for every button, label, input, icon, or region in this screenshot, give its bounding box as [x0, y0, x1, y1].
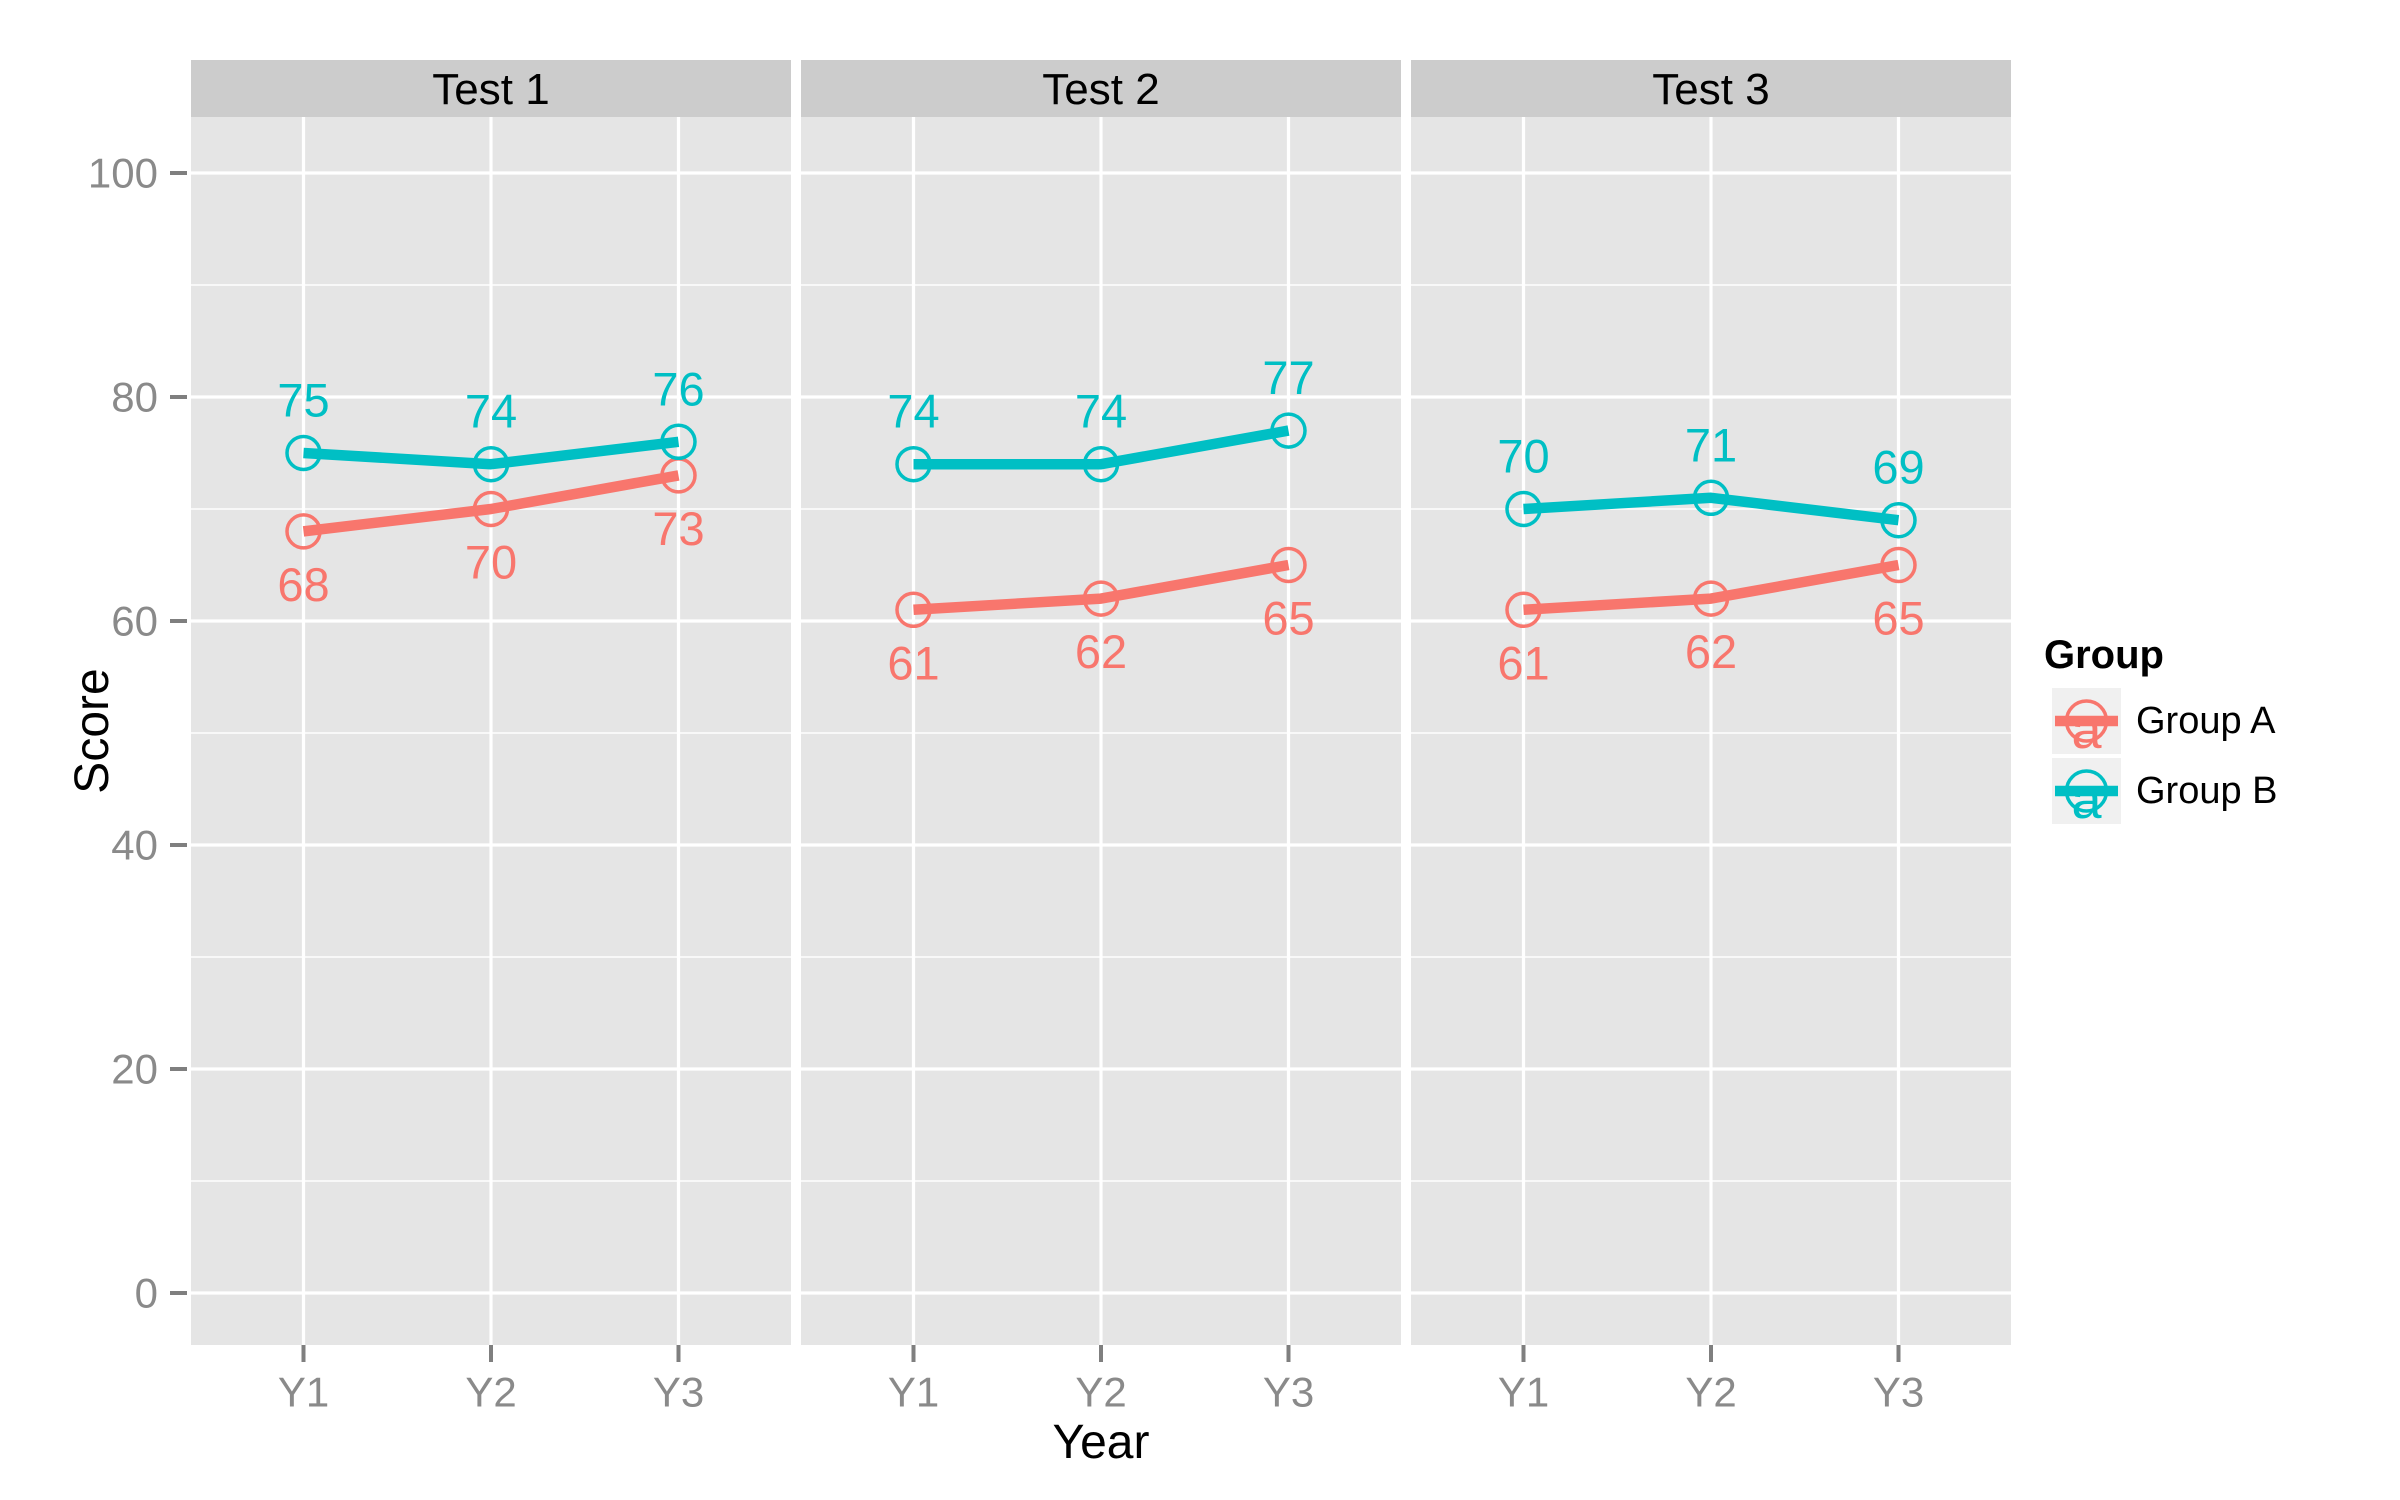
x-tick-label: Y2	[1075, 1369, 1126, 1416]
legend-key-circle	[2064, 699, 2109, 743]
data-point-label: 75	[277, 374, 329, 427]
x-tick-label: Y3	[653, 1369, 704, 1416]
legend-key-glyph: a	[2071, 700, 2102, 760]
x-axis-title: Year	[1053, 1416, 1150, 1469]
data-point-label: 65	[1872, 592, 1924, 645]
data-point-label: 70	[1497, 430, 1549, 483]
data-point-label: 62	[1685, 625, 1737, 678]
data-line	[913, 425, 1290, 470]
y-tick-label: 100	[88, 150, 158, 197]
data-point-label: 62	[1075, 625, 1127, 678]
facet-strip-label: Test 2	[1042, 65, 1159, 114]
y-tick-label: 0	[135, 1270, 158, 1317]
data-point-label: 76	[652, 362, 704, 415]
data-point-label: 61	[887, 636, 939, 689]
x-tick-label: Y2	[1685, 1369, 1736, 1416]
legend-entry-label: Group B	[2136, 770, 2278, 812]
x-tick-label: Y1	[888, 1369, 939, 1416]
data-point-label: 70	[465, 536, 517, 589]
x-tick-label: Y1	[278, 1369, 329, 1416]
data-point-label: 71	[1685, 418, 1737, 471]
legend-title: Group	[2044, 633, 2164, 677]
x-tick-label: Y3	[1263, 1369, 1314, 1416]
data-point-label: 73	[652, 502, 704, 555]
y-tick-label: 80	[111, 374, 158, 421]
facet-strip	[801, 60, 1401, 117]
y-axis-title: Score	[66, 668, 119, 793]
data-point-label: 74	[887, 385, 939, 438]
y-tick-label: 60	[111, 598, 158, 645]
data-point-label: 65	[1262, 592, 1314, 645]
facet-strip	[191, 60, 791, 117]
facet-strip-label: Test 1	[432, 65, 549, 114]
data-point-label: 74	[1075, 385, 1127, 438]
x-tick-label: Y2	[465, 1369, 516, 1416]
data-line	[303, 436, 680, 470]
data-line	[1523, 492, 1900, 526]
data-line	[302, 470, 680, 537]
data-line	[1523, 559, 1900, 616]
x-tick-label: Y3	[1873, 1369, 1924, 1416]
data-line	[913, 559, 1290, 616]
legend-key-circle	[2064, 769, 2109, 813]
x-tick-label: Y1	[1498, 1369, 1549, 1416]
legend-entry-label: Group A	[2136, 700, 2276, 742]
data-point-label: 77	[1262, 351, 1314, 404]
data-point-label: 61	[1497, 636, 1549, 689]
data-point-label: 74	[465, 385, 517, 438]
y-tick-label: 20	[111, 1046, 158, 1093]
data-point-label: 68	[277, 558, 329, 611]
facet-strip-label: Test 3	[1652, 65, 1769, 114]
data-point-label: 69	[1872, 441, 1924, 494]
y-tick-label: 40	[111, 822, 158, 869]
facet-strip	[1411, 60, 2011, 117]
legend-key-glyph: a	[2071, 770, 2102, 830]
